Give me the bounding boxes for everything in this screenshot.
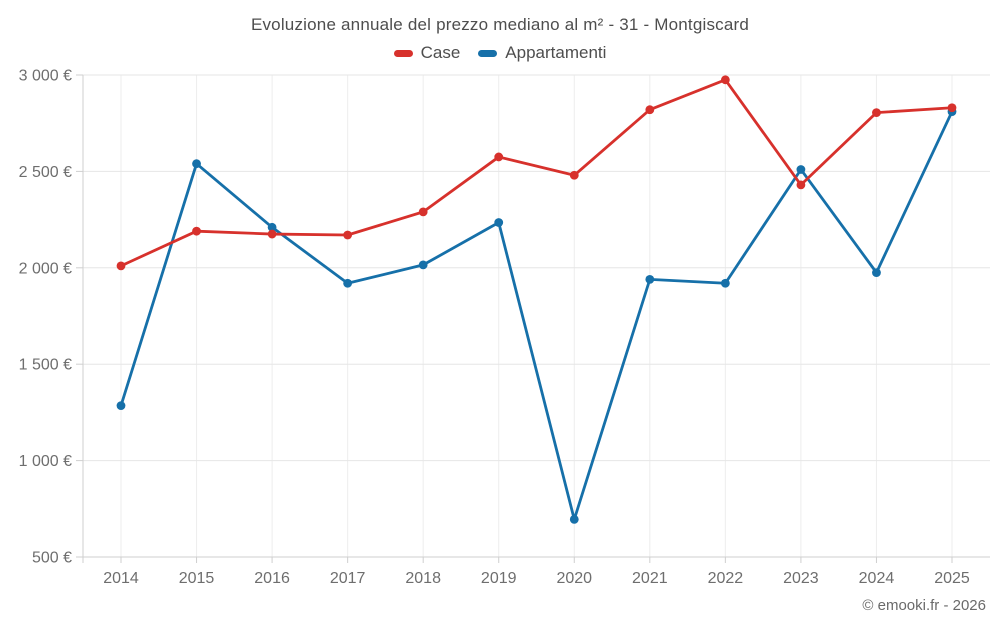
series-line-case[interactable]	[119, 78, 954, 268]
data-point-case-2015[interactable]	[192, 226, 201, 236]
data-point-appartamenti-2022[interactable]	[720, 278, 730, 288]
y-tick-label: 2 000 €	[19, 260, 72, 277]
x-tick-label: 2019	[481, 570, 517, 587]
data-point-case-2014[interactable]	[116, 261, 126, 271]
data-point-appartamenti-2019[interactable]	[494, 218, 504, 227]
x-tick-label: 2022	[708, 570, 744, 587]
x-tick-label: 2024	[859, 570, 895, 587]
data-point-appartamenti-2023[interactable]	[796, 165, 806, 174]
x-tick-label: 2020	[556, 570, 592, 587]
data-point-case-2023[interactable]	[796, 180, 806, 190]
data-point-appartamenti-2015[interactable]	[192, 159, 201, 169]
data-point-case-2024[interactable]	[872, 108, 881, 117]
x-tick-label: 2014	[103, 570, 139, 587]
series-line-appartamenti[interactable]	[119, 110, 954, 521]
data-point-case-2016[interactable]	[267, 229, 277, 239]
y-tick-label: 1 500 €	[19, 357, 72, 374]
x-tick-label: 2016	[254, 570, 290, 587]
data-point-case-2025[interactable]	[947, 103, 957, 113]
data-point-appartamenti-2016[interactable]	[267, 222, 277, 232]
x-tick-label: 2018	[405, 570, 441, 587]
data-point-case-2021[interactable]	[645, 105, 655, 115]
x-tick-label: 2015	[179, 570, 215, 587]
appartamenti-legend-swatch-icon	[478, 49, 498, 57]
data-point-case-2019[interactable]	[494, 152, 504, 162]
data-point-case-2020[interactable]	[569, 170, 579, 180]
data-point-appartamenti-2021[interactable]	[645, 274, 655, 284]
y-tick-label: 2 500 €	[19, 164, 72, 181]
data-point-appartamenti-2024[interactable]	[872, 268, 881, 278]
legend-item-appartamenti[interactable]: Appartamenti	[478, 43, 606, 63]
y-tick-label: 500 €	[32, 550, 72, 567]
case-legend-swatch-icon	[393, 49, 413, 57]
x-tick-label: 2017	[330, 570, 366, 587]
chart-title: Evoluzione annuale del prezzo mediano al…	[250, 15, 750, 34]
legend-label-case: Case	[420, 43, 461, 62]
data-point-case-2022[interactable]	[720, 75, 730, 85]
y-tick-label: 1 000 €	[19, 453, 72, 470]
data-point-appartamenti-2017[interactable]	[343, 278, 353, 288]
y-tick-label: 3 000 €	[19, 68, 72, 85]
data-point-appartamenti-2018[interactable]	[418, 260, 428, 270]
data-point-appartamenti-2020[interactable]	[569, 515, 579, 524]
x-tick-label: 2021	[632, 570, 668, 587]
legend: Case Appartamenti	[0, 43, 1000, 63]
data-point-appartamenti-2014[interactable]	[116, 401, 126, 411]
copyright-note: © emooki.fr - 2026	[862, 597, 986, 614]
data-point-case-2017[interactable]	[343, 230, 353, 240]
x-tick-label: 2025	[934, 570, 970, 587]
x-tick-label: 2023	[783, 570, 819, 587]
legend-item-case[interactable]: Case	[393, 43, 461, 63]
data-point-case-2018[interactable]	[418, 207, 428, 217]
legend-label-appartamenti: Appartamenti	[505, 43, 607, 62]
